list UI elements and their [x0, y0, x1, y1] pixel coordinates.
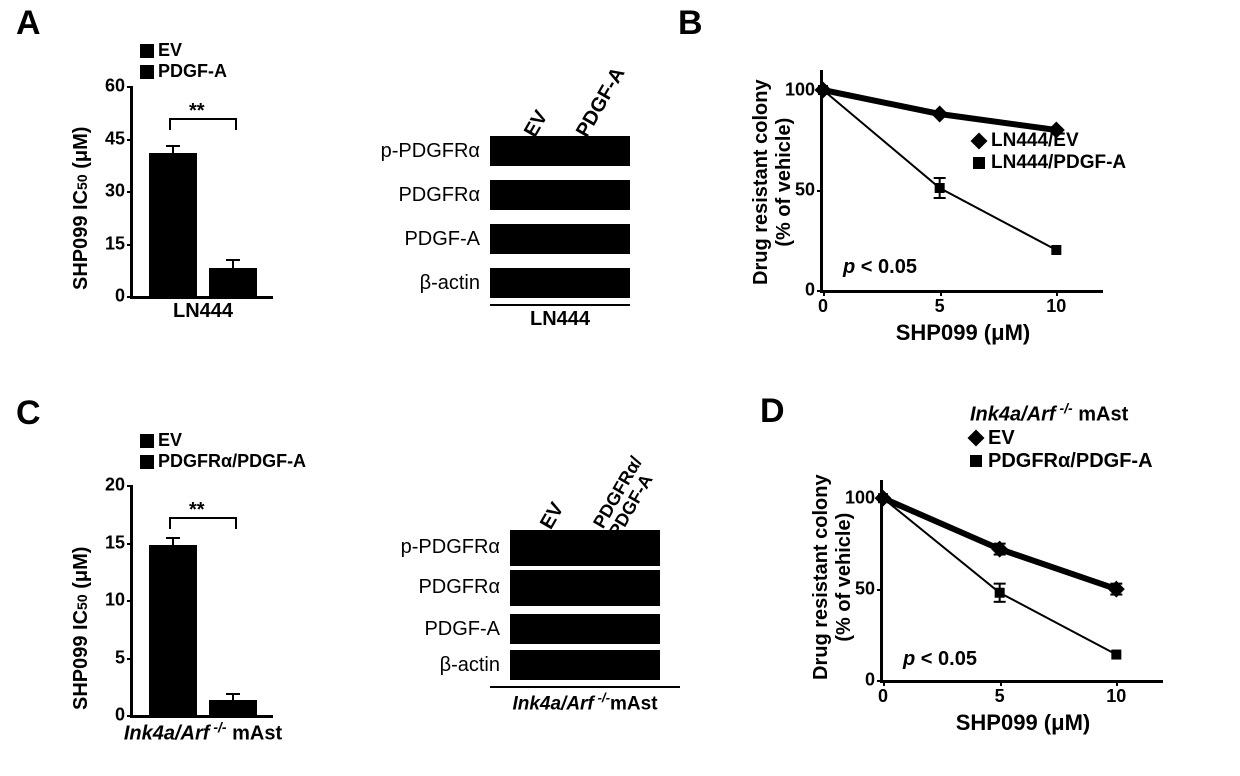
blot-c-xlabel: Ink4a/Arf -/-mAst	[490, 686, 680, 715]
xlabel-b: SHP099 (μM)	[823, 290, 1103, 346]
panel-c-legend: EV PDGFRα/PDGF-A	[140, 430, 306, 472]
figure-root: A B C D EV PDGF-A 60 45 30 15 0 **	[0, 0, 1240, 776]
panel-d-linechart: Ink4a/Arf -/- mAst EV PDGFRα/PDGF-A 100 …	[780, 400, 1240, 760]
ytick-c-15: 15	[105, 532, 133, 553]
blot-c-lane-pdgf: PDGFRα/PDGF-A	[590, 454, 661, 540]
blot-a-row-pdgfa: PDGF-A	[310, 228, 480, 251]
panel-a-barchart: EV PDGF-A 60 45 30 15 0 ** LN444 SHP099 …	[60, 40, 300, 340]
panel-c-plot: 20 15 10 5 0 ** Ink4a/Arf -/- mAst	[130, 485, 273, 718]
blot-a-row-pdgfra: PDGFRα	[310, 184, 480, 207]
sig-a: **	[189, 100, 205, 123]
bar-a-pdgfa	[209, 268, 257, 296]
panel-b-linechart: 100 50 0 0 5 10	[720, 40, 1220, 370]
blot-c-band-2	[510, 614, 660, 644]
blot-c-band-0	[510, 530, 660, 566]
ylabel-b-2: (% of vehicle)	[773, 79, 796, 285]
sig-c: **	[189, 499, 205, 522]
blot-a-band-0	[490, 136, 630, 166]
legend-d-pdgf: PDGFRα/PDGF-A	[988, 450, 1153, 472]
ylabel-d-2: (% of vehicle)	[833, 474, 856, 680]
blot-a-band-1	[490, 180, 630, 210]
panel-c-barchart: EV PDGFRα/PDGF-A 20 15 10 5 0 ** Ink4a/A…	[60, 430, 320, 750]
ytick-c-10: 10	[105, 590, 133, 611]
ylabel-d-1: Drug resistant colony	[810, 474, 833, 680]
panel-label-b: B	[678, 4, 703, 43]
ytick-b-50: 50	[795, 180, 823, 201]
xlabel-d: SHP099 (μM)	[883, 680, 1163, 736]
panel-label-a: A	[16, 4, 41, 43]
ytick-a-60: 60	[105, 76, 133, 97]
ylabel-a: SHP099 IC50 (μM)	[70, 127, 93, 290]
blot-a-lane-pdgfa: PDGF-A	[572, 64, 630, 142]
ytick-a-45: 45	[105, 128, 133, 149]
blot-c-row-pdgfra: PDGFRα	[330, 576, 500, 599]
panel-label-c: C	[16, 394, 41, 433]
blot-c-row-ppdgfra: p-PDGFRα	[330, 536, 500, 559]
panel-c-legend-pdgf: PDGFRα/PDGF-A	[158, 451, 306, 471]
xcat-a: LN444	[133, 296, 273, 323]
ylabel-d: Drug resistant colony (% of vehicle)	[810, 474, 856, 680]
ylabel-b: Drug resistant colony (% of vehicle)	[750, 79, 796, 285]
panel-d-plot: 100 50 0 0 5 10	[880, 480, 1163, 683]
bar-a-ev	[149, 153, 197, 297]
panel-b-plot: 100 50 0 0 5 10	[820, 70, 1103, 293]
panel-b-legend: LN444/EV LN444/PDGF-A	[973, 130, 1126, 174]
blot-a-band-3	[490, 268, 630, 298]
ytick-a-0: 0	[115, 286, 133, 307]
blot-c-row-pdgfa: PDGF-A	[330, 618, 500, 641]
panel-a-blot: EV PDGF-A p-PDGFRα PDGFRα PDGF-A β-actin…	[310, 40, 640, 350]
panel-a-plot: 60 45 30 15 0 ** LN444	[130, 86, 273, 299]
blot-c-row-actin: β-actin	[330, 654, 500, 677]
blot-a-row-ppdgfra: p-PDGFRα	[310, 140, 480, 163]
panel-a-legend-ev: EV	[158, 40, 182, 60]
ytick-d-50: 50	[855, 579, 883, 600]
panel-c-legend-ev: EV	[158, 430, 182, 450]
panel-a-legend: EV PDGF-A	[140, 40, 227, 82]
bar-c-ev	[149, 545, 197, 715]
xcat-c: Ink4a/Arf -/- mAst	[93, 715, 313, 746]
bar-c-pdgf	[209, 700, 257, 715]
legend-b-pdgfa: LN444/PDGF-A	[991, 152, 1126, 173]
panel-a-legend-pdgfa: PDGF-A	[158, 61, 227, 81]
panel-c-blot: EV PDGFRα/PDGF-A p-PDGFRα PDGFRα PDGF-A …	[330, 420, 710, 750]
ytick-a-30: 30	[105, 181, 133, 202]
ytick-a-15: 15	[105, 233, 133, 254]
ytick-c-5: 5	[115, 647, 133, 668]
pval-b: p < 0.05	[843, 256, 917, 279]
panel-d-header: Ink4a/Arf -/- mAst EV PDGFRα/PDGF-A	[970, 400, 1153, 473]
ylabel-b-1: Drug resistant colony	[750, 79, 773, 285]
blot-c-band-3	[510, 650, 660, 680]
legend-d-ev: EV	[988, 427, 1015, 449]
ytick-c-20: 20	[105, 475, 133, 496]
blot-c-band-1	[510, 570, 660, 606]
legend-b-ev: LN444/EV	[991, 130, 1079, 151]
blot-a-xlabel: LN444	[490, 304, 630, 331]
blot-a-row-actin: β-actin	[310, 272, 480, 295]
panel-d-title: Ink4a/Arf -/- mAst	[970, 400, 1153, 427]
ylabel-c: SHP099 IC50 (μM)	[70, 547, 93, 710]
blot-c-lane-ev: EV	[536, 499, 569, 534]
blot-a-band-2	[490, 224, 630, 254]
pval-d: p < 0.05	[903, 648, 977, 671]
